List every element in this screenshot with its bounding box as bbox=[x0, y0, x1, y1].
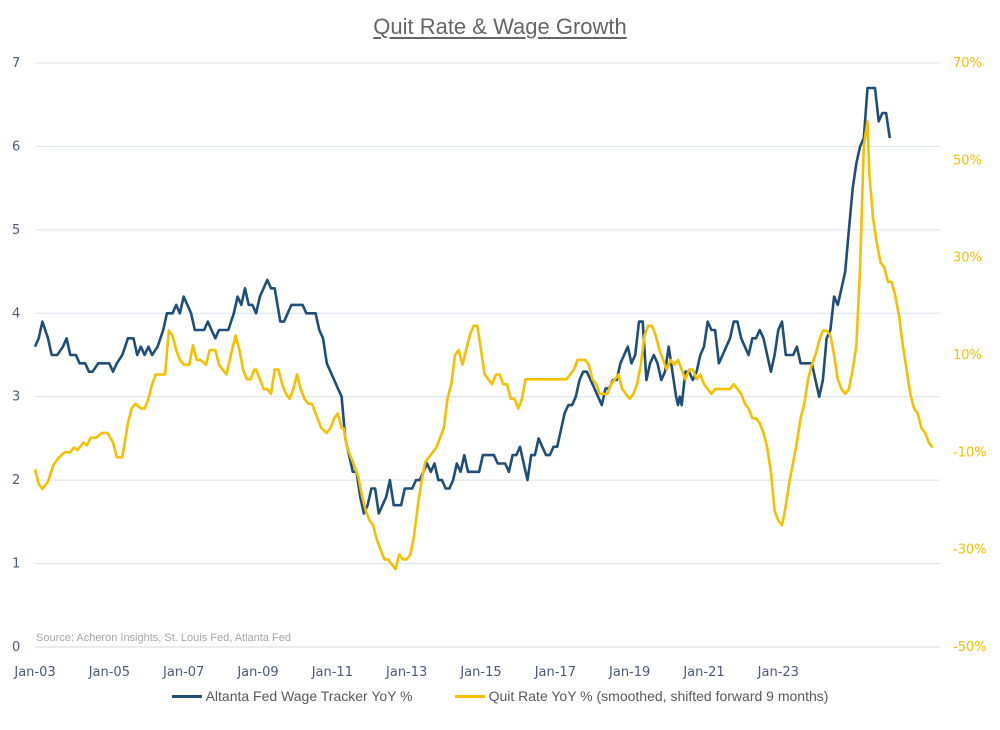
legend-item-wage: Altanta Fed Wage Tracker YoY % bbox=[171, 688, 413, 704]
x-tick-label: Jan-19 bbox=[608, 665, 650, 680]
y-left-tick-label: 5 bbox=[12, 223, 20, 238]
legend-label-quit: Quit Rate YoY % (smoothed, shifted forwa… bbox=[488, 688, 829, 704]
x-tick-label: Jan-23 bbox=[757, 665, 799, 680]
x-tick-label: Jan-21 bbox=[682, 665, 724, 680]
x-tick-label: Jan-15 bbox=[459, 665, 501, 680]
quit-rate-line bbox=[33, 120, 934, 571]
x-tick-label: Jan-05 bbox=[88, 665, 130, 680]
chart-title: Quit Rate & Wage Growth bbox=[373, 14, 627, 39]
y-left-tick-label: 0 bbox=[12, 640, 20, 655]
legend-swatch-quit bbox=[454, 694, 485, 698]
y-right-tick-label: -10% bbox=[953, 445, 987, 460]
x-tick-label: Jan-03 bbox=[13, 665, 55, 680]
legend-item-quit: Quit Rate YoY % (smoothed, shifted forwa… bbox=[454, 688, 829, 704]
y-right-tick-label: -50% bbox=[953, 640, 987, 655]
y-left-tick-label: 1 bbox=[12, 557, 20, 572]
grid-lines bbox=[35, 62, 940, 565]
x-tick-label: Jan-11 bbox=[311, 665, 353, 680]
wage-tracker-line bbox=[33, 86, 892, 515]
legend-swatch-wage bbox=[171, 694, 202, 698]
y-left-tick-label: 6 bbox=[12, 139, 20, 154]
tick-labels: 0 1 2 3 4 5 6 7 -50% -30% -10% 10% 30% 50% 70% Jan-03 Ja… bbox=[12, 56, 987, 680]
x-tick-label: Jan-09 bbox=[236, 665, 278, 680]
source-note: Source: Acheron Insights, St. Louis Fed,… bbox=[36, 632, 291, 644]
y-left-tick-label: 2 bbox=[12, 473, 20, 488]
y-left-tick-label: 7 bbox=[12, 56, 20, 71]
x-tick-label: Jan-13 bbox=[385, 665, 427, 680]
y-left-tick-label: 4 bbox=[12, 306, 20, 321]
legend-label-wage: Altanta Fed Wage Tracker YoY % bbox=[205, 688, 413, 704]
y-left-tick-label: 3 bbox=[12, 390, 20, 405]
x-tick-label: Jan-17 bbox=[534, 665, 576, 680]
y-right-tick-label: 30% bbox=[953, 251, 982, 266]
legend: Altanta Fed Wage Tracker YoY % Quit Rate… bbox=[0, 688, 1000, 704]
y-right-tick-label: 50% bbox=[953, 153, 982, 168]
y-right-tick-label: 70% bbox=[953, 56, 982, 71]
y-right-tick-label: -30% bbox=[953, 543, 987, 558]
x-tick-label: Jan-07 bbox=[162, 665, 204, 680]
series-lines bbox=[33, 86, 934, 571]
y-right-tick-label: 10% bbox=[953, 348, 982, 363]
